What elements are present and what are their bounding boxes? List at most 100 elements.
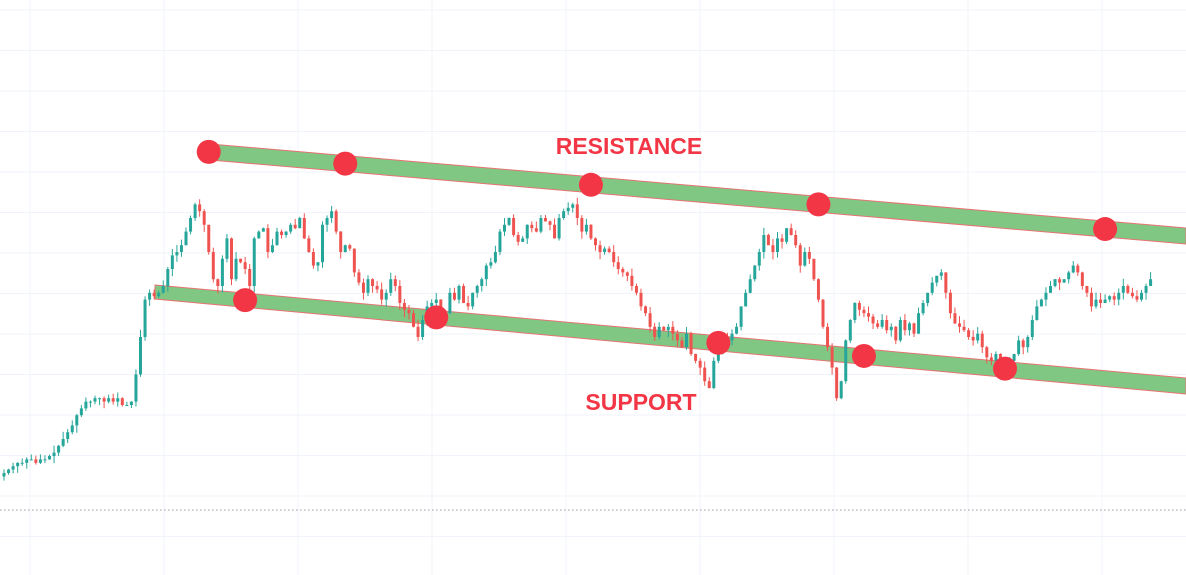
- candle: [1117, 288, 1121, 306]
- candle: [958, 316, 961, 333]
- candle: [503, 218, 506, 236]
- candle: [871, 313, 875, 329]
- candle: [493, 245, 497, 264]
- candle: [1126, 284, 1130, 295]
- candle: [248, 264, 252, 293]
- candle: [43, 455, 47, 464]
- candle: [402, 298, 406, 318]
- candle: [125, 401, 129, 406]
- resistance-touch-marker: [1093, 217, 1118, 242]
- candle: [352, 248, 356, 277]
- candle: [534, 221, 538, 233]
- candle: [366, 275, 370, 296]
- candle: [120, 397, 124, 407]
- support-touch-marker: [993, 356, 1017, 381]
- candle: [143, 296, 147, 341]
- candle: [1094, 292, 1098, 309]
- resistance-touch-marker: [578, 172, 603, 197]
- candle: [889, 323, 893, 337]
- candle: [903, 314, 907, 336]
- candle: [2, 469, 6, 481]
- candle: [98, 397, 102, 406]
- candle: [807, 246, 811, 265]
- candle: [839, 380, 843, 400]
- candle: [671, 321, 675, 341]
- candle: [766, 233, 770, 246]
- candle: [102, 396, 106, 409]
- candle: [66, 429, 70, 444]
- candle: [625, 271, 629, 282]
- candle: [853, 302, 857, 324]
- candle: [653, 322, 657, 341]
- candle: [416, 319, 420, 342]
- candle: [1058, 276, 1062, 291]
- candle: [835, 366, 839, 401]
- candle: [1044, 287, 1048, 307]
- candle: [93, 395, 97, 405]
- candle: [657, 322, 661, 340]
- candle: [712, 357, 716, 390]
- candle: [1053, 279, 1057, 288]
- candle: [689, 331, 693, 356]
- candle: [1026, 335, 1030, 353]
- candle: [343, 244, 347, 253]
- candle: [480, 277, 484, 292]
- resistance-touch-marker: [806, 192, 831, 217]
- candle: [289, 223, 293, 234]
- candle: [471, 292, 475, 310]
- candle: [566, 202, 570, 215]
- candle: [20, 458, 24, 466]
- candle: [129, 401, 133, 409]
- candle: [985, 345, 989, 364]
- candle: [939, 269, 943, 280]
- candle: [270, 238, 274, 254]
- support-touch-marker: [424, 305, 449, 330]
- candle: [220, 255, 224, 293]
- candle: [980, 330, 984, 354]
- candle: [634, 283, 638, 296]
- candle: [948, 289, 952, 319]
- candle: [648, 307, 652, 333]
- candle: [771, 238, 775, 260]
- candle: [412, 309, 415, 328]
- candle: [1076, 263, 1080, 276]
- candle: [735, 323, 739, 335]
- candlestick-series: [2, 197, 1153, 481]
- candle: [421, 315, 425, 340]
- candle: [384, 289, 388, 307]
- candle: [357, 269, 361, 286]
- candle: [739, 306, 743, 331]
- candle: [275, 227, 279, 246]
- candle: [302, 213, 306, 240]
- candle: [967, 327, 971, 340]
- candle: [812, 258, 816, 282]
- candle: [139, 329, 142, 377]
- candle: [79, 405, 83, 417]
- price-channel: [154, 143, 1186, 395]
- candle: [225, 234, 229, 263]
- candle: [257, 230, 261, 239]
- candle: [184, 227, 188, 246]
- candle: [70, 420, 74, 435]
- candle: [857, 300, 861, 316]
- candle: [1030, 315, 1034, 340]
- candle: [612, 245, 616, 267]
- candle: [334, 209, 338, 235]
- candle: [448, 287, 452, 315]
- candle: [84, 397, 88, 411]
- candle: [298, 216, 302, 229]
- candle: [885, 315, 889, 334]
- candle: [311, 248, 315, 269]
- candle: [662, 326, 666, 332]
- support-touch-marker: [706, 330, 731, 355]
- candle: [361, 278, 365, 300]
- candle: [512, 214, 516, 237]
- candle: [1080, 271, 1084, 290]
- candle: [944, 272, 948, 299]
- candle: [293, 218, 297, 230]
- candle: [730, 329, 734, 346]
- candle: [134, 369, 138, 407]
- candle: [457, 284, 461, 304]
- candle: [75, 413, 79, 433]
